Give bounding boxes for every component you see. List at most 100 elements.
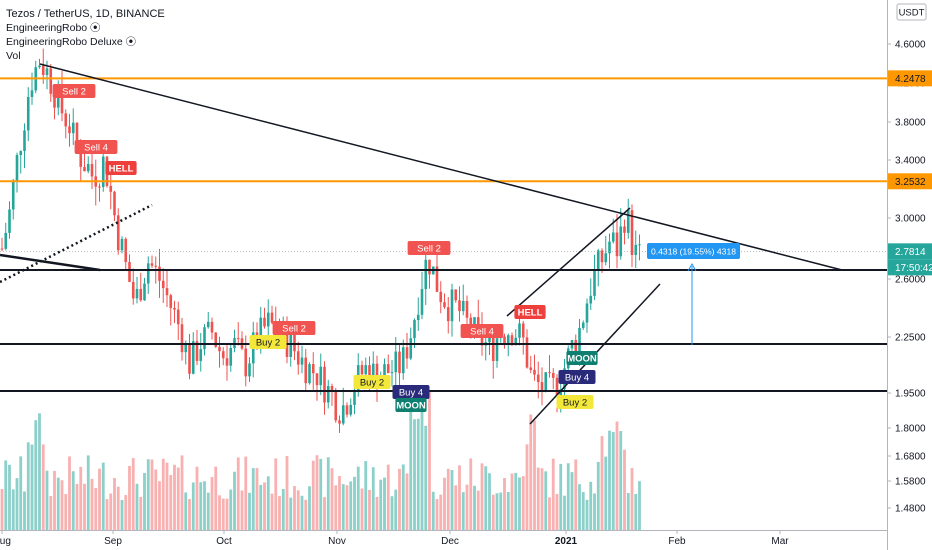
- currency-badge: USDT: [896, 3, 927, 21]
- volume-bars: [0, 390, 641, 530]
- candle: [263, 307, 266, 329]
- volume-bar: [143, 472, 146, 530]
- indicator-engineeringrobo[interactable]: EngineeringRobo ⦿: [6, 22, 101, 34]
- candle: [585, 298, 589, 333]
- volume-bar: [263, 482, 266, 530]
- volume-bar: [221, 498, 225, 530]
- volume-bar: [128, 465, 131, 530]
- volume-bar: [113, 478, 116, 530]
- candle: [405, 333, 409, 369]
- candle: [19, 150, 23, 174]
- volume-bar: [473, 485, 476, 530]
- candle: [218, 336, 221, 368]
- candle: [503, 333, 506, 349]
- volume-bar: [330, 468, 334, 530]
- candle: [150, 255, 154, 268]
- candle: [8, 201, 11, 239]
- candle: [64, 109, 68, 139]
- symbol-title: Tezos / TetherUS, 1D, BINANCE: [6, 8, 165, 20]
- volume-bar: [75, 483, 79, 530]
- volume-bar: [461, 492, 465, 530]
- candle: [443, 293, 446, 309]
- candle: [11, 178, 15, 220]
- price-tick-label: 1.9500: [895, 389, 926, 400]
- volume-bar: [94, 488, 98, 530]
- indicator-engineeringrobo-deluxe[interactable]: EngineeringRobo Deluxe ⦿: [6, 36, 137, 48]
- volume-bar: [413, 419, 416, 530]
- candle: [221, 347, 225, 366]
- dotted-trendline: [0, 203, 153, 284]
- time-tick-label: Nov: [328, 536, 346, 547]
- volume-bar: [593, 493, 596, 530]
- candle: [214, 332, 218, 348]
- descending-trendline: [39, 63, 843, 271]
- volume-bar: [334, 485, 338, 530]
- time-axis[interactable]: Aug Sep Oct Nov Dec 2021 Feb Mar: [0, 530, 887, 547]
- price-tick-label: 1.8000: [895, 424, 926, 435]
- volume-bar: [570, 472, 574, 530]
- candle: [266, 299, 270, 336]
- volume-bar: [105, 499, 109, 530]
- candle: [349, 398, 353, 417]
- volume-bar: [206, 492, 210, 530]
- volume-bar: [379, 479, 383, 530]
- candle: [593, 254, 596, 300]
- candle: [293, 330, 296, 361]
- volume-bar: [281, 489, 285, 530]
- volume-bar: [420, 397, 424, 530]
- volume-bar: [469, 458, 473, 530]
- candle: [604, 235, 608, 266]
- candle: [98, 183, 101, 202]
- volume-bar: [465, 484, 469, 530]
- candle: [521, 320, 525, 355]
- svg-text:Buy 4: Buy 4: [399, 388, 423, 399]
- indicator-volume[interactable]: Vol: [6, 50, 21, 62]
- volume-bar: [585, 499, 589, 530]
- candle: [401, 339, 405, 380]
- volume-bar: [53, 470, 56, 530]
- volume-bar: [41, 444, 45, 530]
- volume-bar: [244, 456, 248, 530]
- volume-bar: [356, 466, 360, 530]
- volume-bar: [431, 491, 435, 530]
- candle: [248, 357, 251, 382]
- volume-bar: [638, 481, 641, 530]
- volume-bar: [443, 477, 446, 530]
- volume-bar: [120, 499, 124, 530]
- volume-bar: [199, 482, 203, 530]
- volume-bar: [146, 459, 150, 530]
- volume-bar: [83, 483, 86, 530]
- volume-bar: [38, 413, 41, 530]
- candle: [630, 204, 634, 268]
- price-tick-label: 3.0000: [895, 214, 926, 225]
- volume-bar: [533, 420, 536, 530]
- volume-bar: [510, 473, 514, 530]
- candle: [533, 354, 536, 381]
- svg-text:Buy 2: Buy 2: [256, 338, 280, 349]
- volume-bar: [218, 495, 221, 530]
- volume-bar: [491, 494, 495, 530]
- candle: [529, 356, 533, 374]
- volume-bar: [589, 481, 593, 530]
- signal-sell: Sell 4: [74, 140, 118, 154]
- volume-bar: [405, 473, 409, 530]
- candle: [0, 237, 4, 252]
- volume-bar: [135, 483, 139, 530]
- volume-bar: [630, 468, 634, 530]
- candle: [199, 333, 203, 372]
- price-tick-label: 2.2500: [895, 333, 926, 344]
- candle: [113, 190, 116, 221]
- volume-bar: [375, 496, 379, 530]
- measure-tool: 0.4318 (19.55%) 4318: [647, 243, 740, 345]
- volume-bar: [214, 466, 218, 530]
- volume-bar: [623, 449, 626, 530]
- volume-bar: [581, 491, 585, 530]
- candle: [596, 248, 600, 287]
- volume-bar: [578, 484, 581, 530]
- volume-bar: [109, 493, 113, 530]
- volume-bar: [225, 498, 229, 530]
- candle: [188, 333, 191, 380]
- candle: [68, 113, 71, 147]
